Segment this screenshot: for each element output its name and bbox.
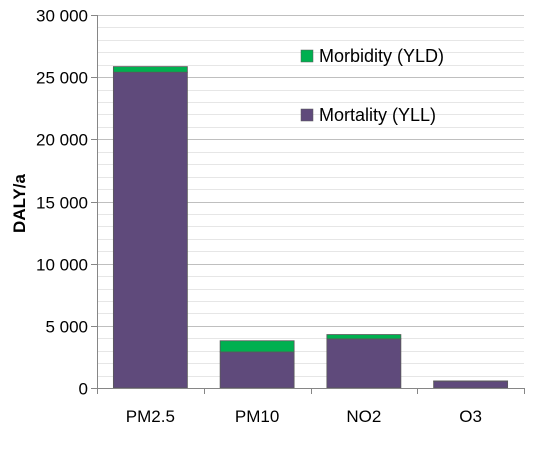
bar-mortality-no2 <box>326 338 402 389</box>
bars <box>112 66 509 389</box>
y-tick-label: 5 000 <box>45 318 88 337</box>
legend-label: Mortality (YLL) <box>319 105 436 125</box>
y-tick-label: 15 000 <box>36 194 88 213</box>
x-tick-label: PM10 <box>235 407 279 426</box>
bar-mortality-pm10 <box>219 351 295 389</box>
legend-swatch <box>300 108 314 122</box>
x-tick-labels: PM2.5 PM10 NO2 O3 <box>97 388 525 426</box>
x-tick-label: PM2.5 <box>126 407 175 426</box>
y-tick-label: 25 000 <box>36 69 88 88</box>
bar-morbidity-no2 <box>326 334 402 340</box>
bar-morbidity-pm25 <box>112 66 188 73</box>
x-tick-label: O3 <box>459 407 482 426</box>
y-tick-labels: 0 5 000 10 000 15 000 20 000 25 000 30 000 <box>36 7 97 399</box>
legend-swatch <box>300 49 314 63</box>
legend: Morbidity (YLD) Mortality (YLL) <box>300 46 444 125</box>
bar-mortality-o3 <box>433 380 509 389</box>
y-tick-label: 10 000 <box>36 256 88 275</box>
y-tick-label: 20 000 <box>36 131 88 150</box>
bar-morbidity-pm10 <box>219 340 295 353</box>
y-axis-title: DALY/a <box>10 174 29 233</box>
legend-label: Morbidity (YLD) <box>319 46 444 66</box>
y-tick-label: 0 <box>79 380 88 399</box>
bar-mortality-pm25 <box>112 71 188 389</box>
y-tick-label: 30 000 <box>36 7 88 26</box>
x-tick-label: NO2 <box>346 407 381 426</box>
